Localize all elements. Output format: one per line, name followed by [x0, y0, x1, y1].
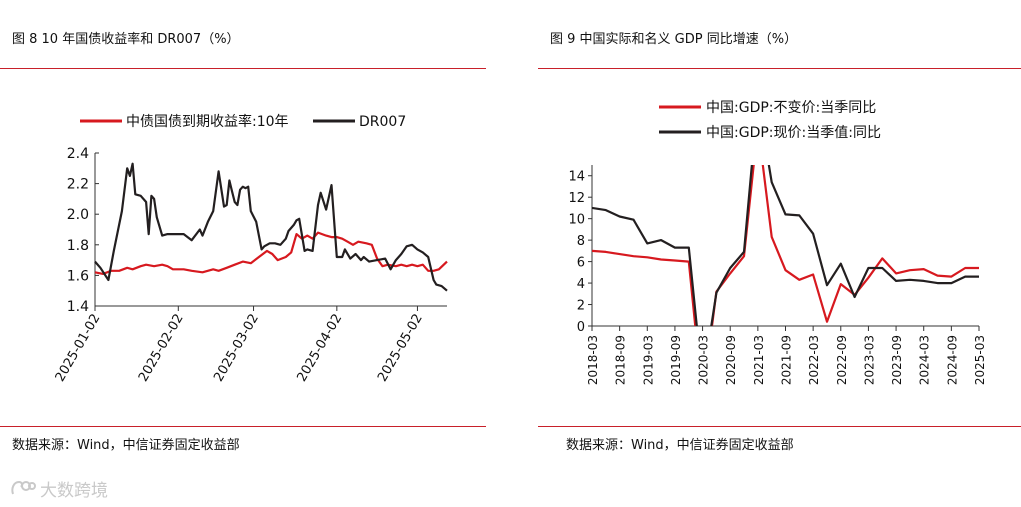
right-y-tick-label: 8: [577, 234, 585, 249]
left-y-tick-label: 1.8: [67, 238, 89, 254]
right-chart-svg: 0 2 4 6 8 10 12 14 2018-03 2018-09 2019-03 2019-09 2…: [568, 100, 987, 385]
right-y-tick-label: 6: [577, 256, 585, 271]
right-source-note: 数据来源：Wind，中信证券固定收益部: [566, 438, 794, 453]
right-axes: 0 2 4 6 8 10 12 14 2018-03 2018-09 2019-03 2019-09 2…: [568, 165, 987, 385]
left-chart-svg: 1.4 1.6 1.8 2.0 2.2 2.4 2025-01-02 2025-02-02 20…: [53, 113, 448, 385]
right-x-tick-label: 2020-09: [724, 335, 738, 385]
right-y-tick-label: 2: [577, 299, 585, 314]
left-x-tick-label: 2025-01-02: [53, 312, 104, 385]
right-series-clip-group: [592, 165, 979, 326]
left-y-tick-label: 1.4: [67, 299, 89, 315]
right-x-tick-label: 2021-03: [752, 335, 766, 385]
left-x-tick-label: 2025-03-02: [211, 312, 262, 385]
left-y-tick-label: 1.6: [67, 268, 89, 284]
right-x-tick-label: 2024-09: [945, 335, 959, 385]
left-series: [94, 162, 448, 292]
right-chart-title: 图 9 中国实际和名义 GDP 同比增速（%）: [550, 32, 798, 47]
right-y-tick-label: 10: [568, 213, 585, 228]
right-x-tick-label: 2018-03: [586, 335, 600, 385]
right-legend-label-real: 中国:GDP:不变价:当季同比: [706, 100, 876, 116]
left-y-tick-label: 2.2: [67, 177, 89, 193]
right-x-tick-label: 2019-03: [641, 335, 655, 385]
left-series-dr007: [94, 162, 448, 292]
left-top-rule: [0, 68, 486, 69]
watermark-logo-icon: [11, 480, 36, 495]
left-chart-title: 图 8 10 年国债收益率和 DR007（%）: [12, 32, 240, 47]
right-x-tick-label: 2024-03: [918, 335, 932, 385]
right-top-rule: [538, 68, 1021, 69]
left-y-tick-label: 2.0: [67, 207, 89, 223]
left-x-tick-label: 2025-05-02: [375, 312, 426, 385]
right-x-tick-label: 2023-03: [862, 335, 876, 385]
right-y-tick-label: 14: [568, 170, 585, 185]
watermark-text: 大数跨境: [40, 481, 108, 501]
right-legend-label-nominal: 中国:GDP:现价:当季值:同比: [706, 125, 881, 141]
right-x-tick-label: 2023-09: [890, 335, 904, 385]
right-x-tick-label: 2022-09: [835, 335, 849, 385]
left-legend: 中债国债到期收益率:10年 DR007: [80, 113, 406, 130]
right-y-tick-label: 0: [577, 320, 585, 335]
right-chart-panel: 图 9 中国实际和名义 GDP 同比增速（%） 0 2 4 6 8 10 12 14 2018-…: [538, 0, 1021, 470]
left-legend-label-yield: 中债国债到期收益率:10年: [126, 113, 289, 130]
left-series-yield-10y: [94, 231, 448, 275]
left-source-note: 数据来源：Wind，中信证券固定收益部: [12, 438, 240, 453]
right-bottom-rule: [538, 426, 1021, 427]
right-x-tick-label: 2025-03: [973, 335, 987, 385]
right-x-tick-label: 2020-03: [697, 335, 711, 385]
right-x-tick-label: 2022-03: [807, 335, 821, 385]
left-x-tick-label: 2025-04-02: [295, 312, 346, 385]
left-bottom-rule: [0, 426, 486, 427]
right-series-real-gdp: [592, 165, 979, 326]
right-series-nominal-gdp: [592, 165, 979, 326]
left-x-tick-label: 2025-02-02: [136, 312, 187, 385]
right-x-tick-label: 2021-09: [780, 335, 794, 385]
right-x-tick-label: 2019-09: [669, 335, 683, 385]
right-y-tick-label: 12: [568, 191, 585, 206]
right-series: [592, 165, 979, 326]
left-chart-panel: 图 8 10 年国债收益率和 DR007（%） 1.4 1.6 1.8 2.0 2.2 2…: [0, 0, 486, 470]
right-x-tick-label: 2018-09: [614, 335, 628, 385]
right-y-tick-label: 4: [577, 277, 585, 292]
left-y-tick-label: 2.4: [67, 146, 89, 162]
left-legend-label-dr007: DR007: [359, 114, 406, 130]
